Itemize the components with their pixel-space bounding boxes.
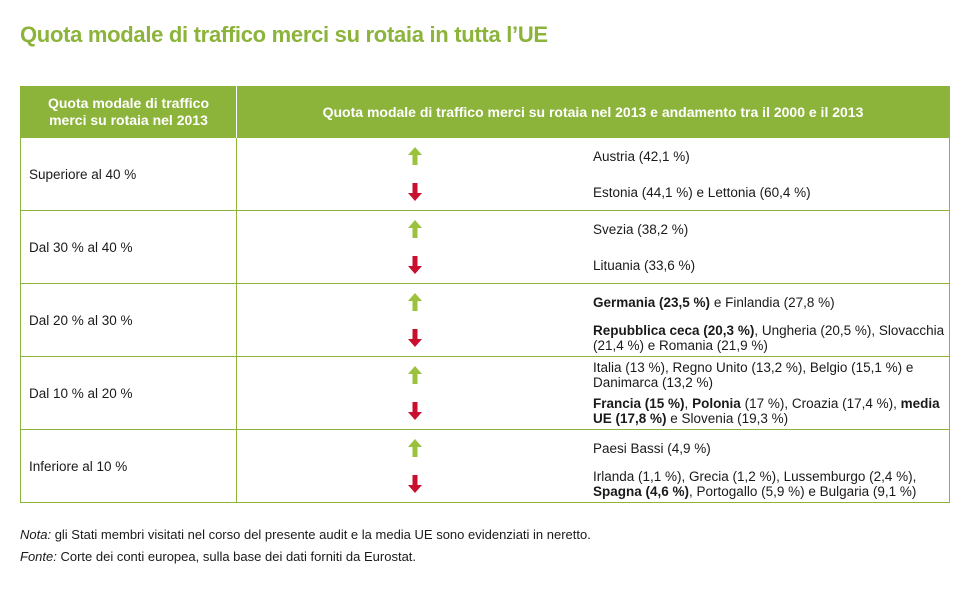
- country-text: (17 %), Croazia (17,4 %),: [740, 396, 901, 411]
- source-line: Fonte: Corte dei conti europea, sulla ba…: [20, 549, 416, 564]
- highlighted-country: media UE (17,8 %): [593, 396, 940, 426]
- source-label: Fonte:: [20, 549, 57, 564]
- table-body: Superiore al 40 % Austria (42,1 %) Estonia…: [20, 137, 950, 503]
- trend-arrows-cell: [236, 356, 593, 430]
- header-category-line2: merci su rotaia nel 2013: [49, 112, 208, 128]
- highlighted-country: Francia (15 %): [593, 396, 685, 411]
- arrow-up-icon: [408, 220, 422, 238]
- category-cell: Dal 10 % al 20 %: [20, 356, 237, 430]
- decreasing-countries: Irlanda (1,1 %), Grecia (1,2 %), Lussemb…: [593, 466, 949, 502]
- country-text: Paesi Bassi (4,9 %): [593, 440, 711, 456]
- trend-arrows-cell: [236, 210, 593, 284]
- arrow-up-icon: [408, 293, 422, 311]
- note-text: gli Stati membri visitati nel corso del …: [51, 527, 591, 542]
- decreasing-countries: Francia (15 %), Polonia (17 %), Croazia …: [593, 393, 949, 429]
- country-text: e Slovenia (19,3 %): [666, 411, 789, 426]
- countries-cell: Svezia (38,2 %) Lituania (33,6 %): [593, 210, 950, 284]
- arrow-down-icon: [408, 475, 422, 493]
- highlighted-country: Repubblica ceca (20,3 %): [593, 323, 755, 338]
- header-category: Quota modale di traffico merci su rotaia…: [20, 86, 237, 138]
- country-text: Italia (13 %), Regno Unito (13,2 %), Bel…: [593, 360, 914, 390]
- increasing-countries: Austria (42,1 %): [593, 138, 949, 174]
- increasing-countries: Svezia (38,2 %): [593, 211, 949, 247]
- country-text: ,: [684, 396, 693, 411]
- highlighted-country: Spagna (4,6 %): [593, 484, 690, 499]
- countries-cell: Austria (42,1 %) Estonia (44,1 %) e Letto…: [593, 137, 950, 211]
- arrow-up-icon: [408, 366, 422, 384]
- category-cell: Inferiore al 10 %: [20, 429, 237, 503]
- arrow-down-icon: [408, 256, 422, 274]
- arrow-up-icon: [408, 147, 422, 165]
- country-text: Austria (42,1 %): [593, 148, 690, 164]
- increasing-countries: Italia (13 %), Regno Unito (13,2 %), Bel…: [593, 357, 949, 393]
- trend-arrows-cell: [236, 429, 593, 503]
- country-text: , Ungheria (20,5 %), Slovacchia (21,4 %)…: [593, 323, 945, 353]
- table-row: Dal 30 % al 40 % Svezia (38,2 %) Lituania …: [20, 210, 950, 284]
- trend-arrows-cell: [236, 283, 593, 357]
- header-trend: Quota modale di traffico merci su rotaia…: [236, 86, 950, 138]
- note-label: Nota:: [20, 527, 52, 542]
- decreasing-countries: Estonia (44,1 %) e Lettonia (60,4 %): [593, 174, 949, 210]
- increasing-countries: Paesi Bassi (4,9 %): [593, 430, 949, 466]
- modal-share-table: Quota modale di traffico merci su rotaia…: [20, 86, 950, 503]
- arrow-down-icon: [408, 402, 422, 420]
- source-text: Corte dei conti europea, sulla base dei …: [56, 549, 417, 564]
- category-cell: Dal 30 % al 40 %: [20, 210, 237, 284]
- country-text: Svezia (38,2 %): [593, 221, 689, 237]
- arrow-up-icon: [408, 439, 422, 457]
- countries-cell: Germania (23,5 %) e Finlandia (27,8 %) Re…: [593, 283, 950, 357]
- country-text: , Portogallo (5,9 %) e Bulgaria (9,1 %): [689, 484, 917, 499]
- page-title: Quota modale di traffico merci su rotaia…: [20, 22, 548, 47]
- decreasing-countries: Repubblica ceca (20,3 %), Ungheria (20,5…: [593, 320, 949, 356]
- country-text: Estonia (44,1 %) e Lettonia (60,4 %): [593, 184, 811, 200]
- increasing-countries: Germania (23,5 %) e Finlandia (27,8 %): [593, 284, 949, 320]
- arrow-down-icon: [408, 329, 422, 347]
- highlighted-country: Polonia: [692, 396, 741, 411]
- highlighted-country: Germania (23,5 %): [593, 294, 711, 310]
- category-cell: Superiore al 40 %: [20, 137, 237, 211]
- countries-cell: Italia (13 %), Regno Unito (13,2 %), Bel…: [593, 356, 950, 430]
- country-text: e Finlandia (27,8 %): [710, 294, 835, 310]
- countries-cell: Paesi Bassi (4,9 %) Irlanda (1,1 %), Grec…: [593, 429, 950, 503]
- category-cell: Dal 20 % al 30 %: [20, 283, 237, 357]
- arrow-down-icon: [408, 183, 422, 201]
- decreasing-countries: Lituania (33,6 %): [593, 247, 949, 283]
- table-row: Dal 10 % al 20 % Italia (13 %), Regno Uni…: [20, 356, 950, 430]
- country-text: Lituania (33,6 %): [593, 257, 696, 273]
- table-row: Inferiore al 10 % Paesi Bassi (4,9 %) Irla…: [20, 429, 950, 503]
- trend-arrows-cell: [236, 137, 593, 211]
- note-line: Nota: gli Stati membri visitati nel cors…: [20, 527, 591, 542]
- table-row: Superiore al 40 % Austria (42,1 %) Estonia…: [20, 137, 950, 211]
- country-text: Irlanda (1,1 %), Grecia (1,2 %), Lussemb…: [593, 469, 917, 484]
- header-category-line1: Quota modale di traffico: [47, 95, 209, 111]
- table-row: Dal 20 % al 30 % Germania (23,5 %) e Finl…: [20, 283, 950, 357]
- table-header-row: Quota modale di traffico merci su rotaia…: [20, 86, 950, 138]
